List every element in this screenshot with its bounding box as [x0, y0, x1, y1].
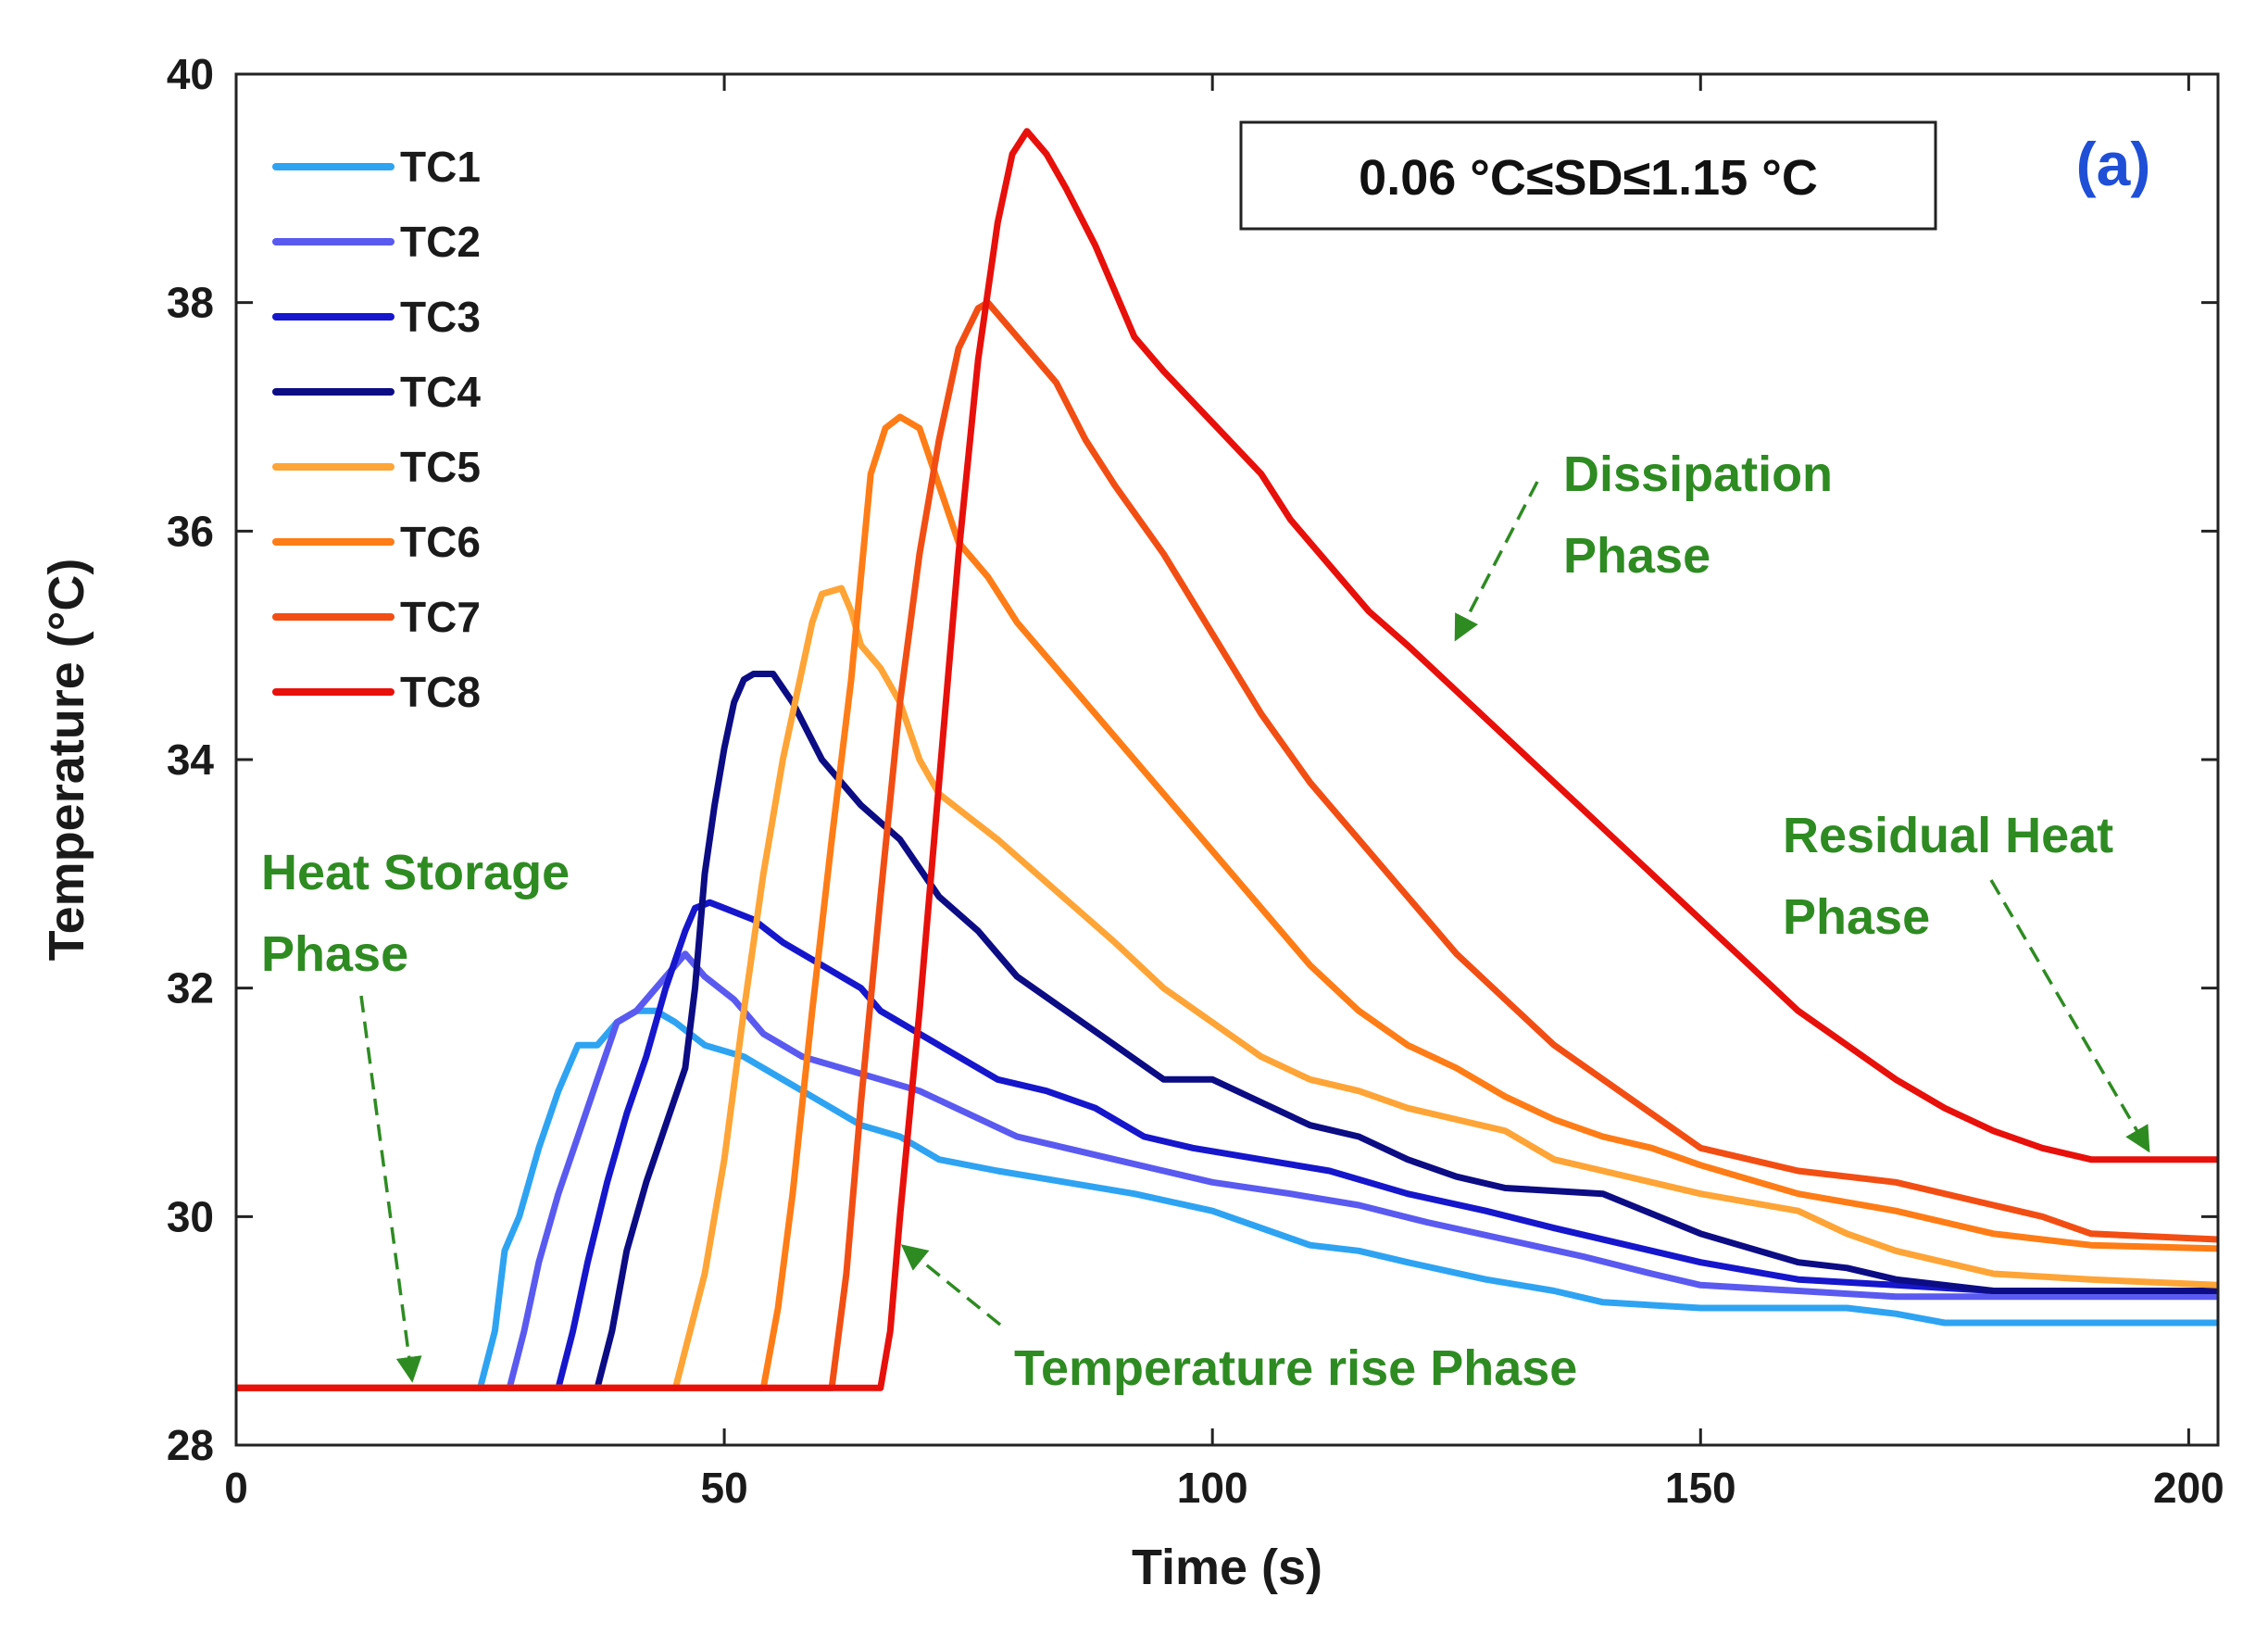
legend-label-tc1: TC1 [400, 143, 481, 191]
x-axis-title: Time (s) [1132, 1540, 1322, 1595]
series-line-tc8 [236, 128, 2218, 1391]
legend-label-tc4: TC4 [400, 368, 481, 416]
y-axis-title: Temperature (°C) [39, 559, 94, 962]
series-line-tc5 [236, 585, 2218, 1391]
x-tick-label: 0 [224, 1464, 248, 1512]
series-line-tc1 [236, 1007, 2218, 1391]
legend-label-tc5: TC5 [400, 443, 481, 491]
series-line-tc7 [236, 299, 2218, 1391]
rise-arrow [900, 1244, 1002, 1327]
legend: TC1 TC2 TC3 TC4 TC5 TC6 TC7 TC8 [272, 143, 481, 716]
panel-label: (a) [2076, 130, 2151, 198]
y-tick-label: 32 [167, 964, 214, 1012]
dissipation-label-line1: Dissipation [1563, 446, 1833, 502]
residual-label-line1: Residual Heat [1783, 808, 2113, 863]
rise-label: Temperature rise Phase [1014, 1340, 1577, 1396]
storage-label-line1: Heat Storage [261, 845, 570, 900]
x-tick-label: 100 [1177, 1464, 1248, 1512]
legend-label-tc3: TC3 [400, 293, 481, 341]
series-line-tc4 [236, 671, 2218, 1391]
y-tick-label: 30 [167, 1192, 214, 1240]
series-line-tc6 [236, 413, 2218, 1391]
sd-box [1239, 120, 1937, 231]
dissipation-arrow [1454, 481, 1539, 642]
legend-label-tc6: TC6 [400, 518, 481, 566]
y-tick-label: 34 [167, 736, 215, 784]
residual-label-line2: Phase [1783, 889, 1930, 945]
series-layer [236, 128, 2218, 1391]
y-tick-label: 36 [167, 507, 214, 555]
sd-box-text: 0.06 °C≤SD≤1.15 °C [1359, 150, 1818, 206]
x-tick-label: 200 [2153, 1464, 2224, 1512]
dissipation-label-line2: Phase [1563, 528, 1710, 584]
storage-label-line2: Phase [261, 926, 408, 982]
y-tick-label: 28 [167, 1421, 214, 1469]
legend-label-tc2: TC2 [400, 218, 481, 266]
y-tick-label: 38 [167, 279, 214, 327]
series-line-tc2 [236, 950, 2218, 1391]
x-tick-label: 50 [701, 1464, 748, 1512]
x-tick-label: 150 [1665, 1464, 1736, 1512]
ticks-layer: 0 50 100 150 200 28 30 32 34 36 38 40 [167, 50, 2224, 1512]
y-tick-label: 40 [167, 50, 214, 98]
residual-arrow [1989, 879, 2150, 1153]
legend-label-tc7: TC7 [400, 593, 481, 641]
storage-arrow [359, 995, 422, 1383]
legend-label-tc8: TC8 [400, 668, 481, 716]
